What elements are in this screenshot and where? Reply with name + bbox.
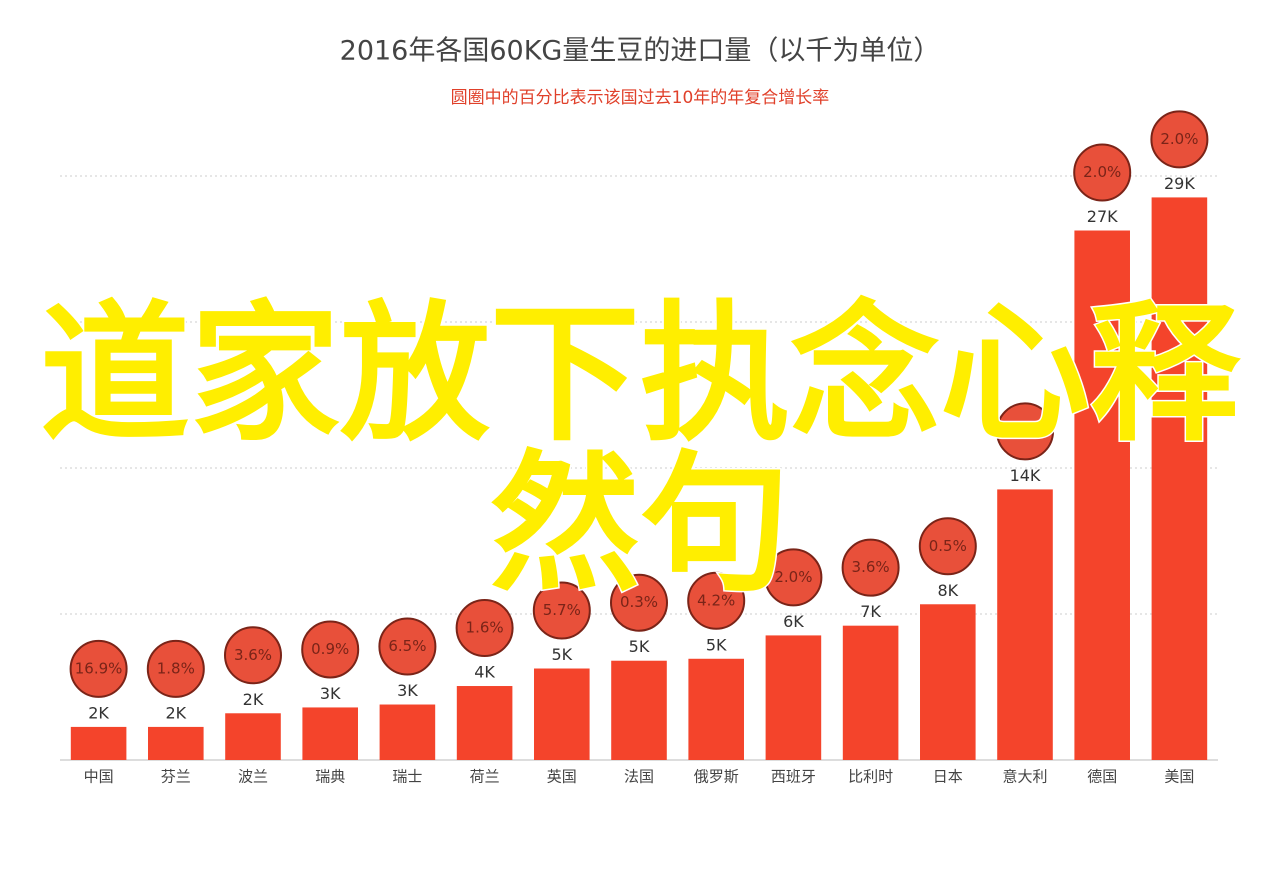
growth-label: 1.8% <box>157 659 195 677</box>
x-tick-label: 瑞士 <box>392 768 422 786</box>
value-label: 8K <box>937 581 958 600</box>
growth-label: 5.7% <box>543 601 581 619</box>
overlay-text: 然句 <box>490 438 790 612</box>
growth-circle <box>764 548 823 607</box>
bar <box>302 707 358 760</box>
bar <box>688 658 744 760</box>
bar <box>611 660 667 760</box>
growth-label: 3.6% <box>852 558 890 576</box>
growth-circle <box>378 617 437 676</box>
growth-circle <box>996 402 1054 461</box>
x-tick-label: 西班牙 <box>771 768 816 786</box>
x-tick-label: 俄罗斯 <box>694 768 739 786</box>
growth-circle <box>687 571 746 630</box>
growth-label: 1.1% <box>1006 422 1044 440</box>
x-tick-label: 英国 <box>547 768 577 786</box>
bar <box>1151 197 1208 760</box>
growth-label: 2.0% <box>1160 130 1198 148</box>
value-label: 2K <box>243 690 264 709</box>
growth-circle <box>841 538 900 597</box>
growth-label: 2.0% <box>774 568 812 586</box>
overlay-text: 道家放下执念心释 <box>40 288 1241 462</box>
value-label: 5K <box>629 637 650 656</box>
chart-subtitle: 圆圈中的百分比表示该国过去10年的年复合增长率 <box>451 88 830 108</box>
growth-circle <box>301 620 360 679</box>
x-tick-label: 意大利 <box>1002 768 1047 786</box>
x-tick-label: 法国 <box>624 768 654 786</box>
value-label: 5K <box>551 645 572 664</box>
value-label: 7K <box>860 602 881 621</box>
bar <box>456 686 513 760</box>
growth-circle <box>455 599 514 658</box>
growth-label: 3.6% <box>234 646 272 664</box>
growth-circle <box>146 639 205 698</box>
bar <box>534 668 590 760</box>
bar <box>765 635 822 760</box>
value-label: 27K <box>1087 207 1118 226</box>
value-label: 5K <box>706 635 727 654</box>
growth-circle <box>1150 110 1209 169</box>
bar <box>920 604 976 760</box>
value-label: 3K <box>397 681 418 700</box>
x-tick-label: 比利时 <box>848 768 893 786</box>
growth-label: 6.5% <box>388 637 426 655</box>
growth-circle <box>532 581 591 640</box>
growth-label: 0.5% <box>929 537 967 555</box>
chart-title: 2016年各国60KG量生豆的进口量（以千为单位） <box>340 36 941 67</box>
growth-circle <box>69 639 128 698</box>
growth-label: 0.3% <box>620 593 658 611</box>
growth-label: 4.2% <box>697 591 735 609</box>
growth-circle <box>610 573 668 632</box>
growth-label: 2.0% <box>1083 163 1121 181</box>
bar <box>379 704 436 760</box>
x-tick-label: 波兰 <box>238 768 268 786</box>
x-tick-label: 荷兰 <box>470 768 500 786</box>
growth-label: 1.6% <box>466 619 504 637</box>
bar <box>1074 230 1130 761</box>
growth-circle <box>224 626 282 685</box>
value-label: 4K <box>474 663 495 682</box>
bar <box>148 726 204 760</box>
growth-label: 16.9% <box>75 659 123 677</box>
x-tick-label: 瑞典 <box>315 768 345 786</box>
value-label: 29K <box>1164 174 1195 193</box>
growth-circle <box>918 517 977 576</box>
value-label: 6K <box>783 612 804 631</box>
growth-circle <box>1073 143 1132 202</box>
x-tick-label: 德国 <box>1087 768 1117 786</box>
value-label: 2K <box>88 703 109 722</box>
x-tick-label: 芬兰 <box>161 768 191 786</box>
bar <box>70 726 127 760</box>
value-label: 2K <box>165 703 186 722</box>
growth-label: 0.9% <box>311 640 349 658</box>
x-tick-label: 日本 <box>933 768 963 786</box>
value-label: 14K <box>1010 466 1041 485</box>
bar <box>225 713 281 760</box>
bar <box>997 489 1053 760</box>
x-tick-label: 中国 <box>84 768 114 786</box>
x-tick-label: 美国 <box>1164 768 1194 786</box>
bar <box>842 625 899 760</box>
value-label: 3K <box>320 684 341 703</box>
